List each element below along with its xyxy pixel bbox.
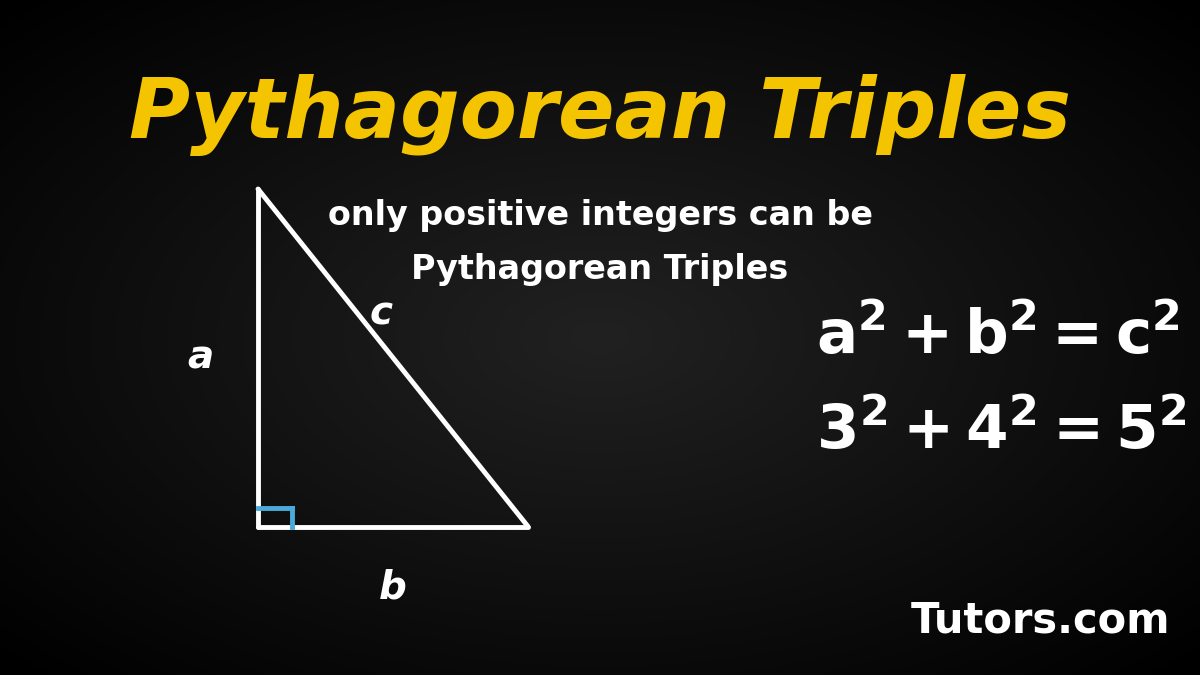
Text: Pythagorean Triples: Pythagorean Triples (130, 74, 1072, 156)
Text: only positive integers can be: only positive integers can be (328, 200, 872, 232)
Text: Tutors.com: Tutors.com (911, 599, 1170, 641)
Text: b: b (379, 568, 407, 606)
Text: a: a (187, 339, 214, 377)
Text: $\mathbf{a^2 + b^2 = c^2}$: $\mathbf{a^2 + b^2 = c^2}$ (816, 308, 1180, 367)
Text: c: c (370, 295, 392, 333)
Text: Pythagorean Triples: Pythagorean Triples (412, 254, 788, 286)
Text: $\mathbf{3^2 + 4^2 = 5^2}$: $\mathbf{3^2 + 4^2 = 5^2}$ (816, 402, 1187, 462)
